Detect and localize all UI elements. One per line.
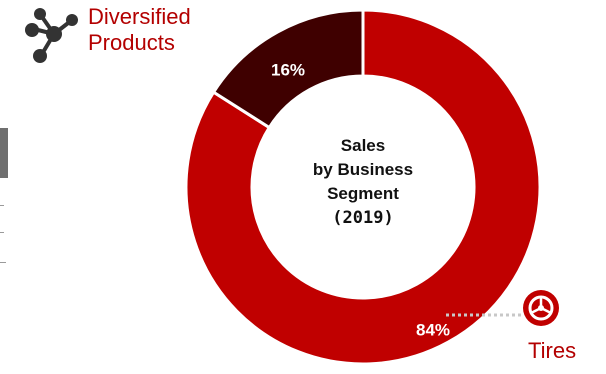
- diversified-label-line2: Products: [88, 30, 175, 55]
- network-nodes-icon: [25, 8, 78, 63]
- center-title-line: Sales: [340, 136, 386, 155]
- slice-label-tires: 84%: [416, 320, 450, 339]
- diversified-label-line1: Diversified: [88, 4, 191, 29]
- diversified-products-label: Diversified Products: [88, 4, 191, 56]
- tires-label: Tires: [528, 338, 577, 363]
- edge-rule: [0, 232, 4, 233]
- edge-rule: [0, 205, 4, 206]
- donut-slice-tires: [184, 8, 542, 366]
- center-title-year: (2019): [332, 208, 394, 228]
- edge-rule: [0, 262, 6, 263]
- slice-label-diversified-products: 16%: [271, 60, 305, 79]
- edge-panel-fragment: [0, 128, 8, 178]
- tire-wheel-icon: [523, 290, 559, 326]
- donut-slice-diversified-products: [211, 8, 365, 130]
- chart-center-title: Sales by Business Segment (2019): [278, 134, 448, 230]
- center-title-line: by Business: [312, 160, 414, 179]
- center-title-line: Segment: [327, 184, 399, 203]
